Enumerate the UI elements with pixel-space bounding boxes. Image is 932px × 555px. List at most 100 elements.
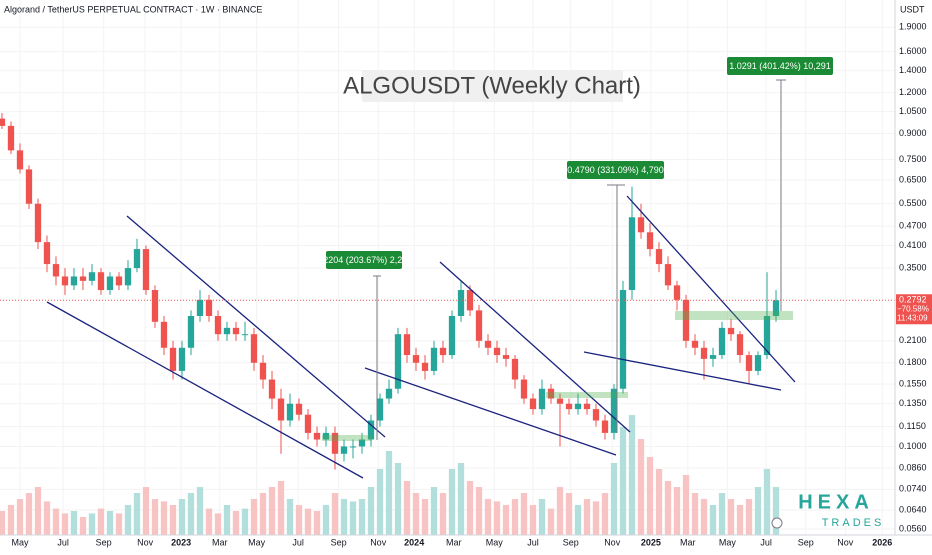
candle-body xyxy=(88,272,96,281)
y-tick-label: 0.7500 xyxy=(899,154,927,164)
candle-body xyxy=(34,203,42,243)
volume-bar xyxy=(484,499,492,535)
chart-title: ALGOUSDT (Weekly Chart) xyxy=(343,72,641,99)
label-box xyxy=(567,161,664,179)
candle-body xyxy=(646,232,654,250)
volume-bar xyxy=(7,505,15,535)
icon[interactable] xyxy=(771,517,783,529)
volume-bar xyxy=(403,481,411,535)
candle-body xyxy=(547,388,555,399)
logo: HEXA xyxy=(798,491,874,513)
candle-body xyxy=(502,355,510,359)
volume-bar xyxy=(88,513,96,535)
candle-body xyxy=(511,358,519,380)
candle-body xyxy=(241,334,249,336)
candle-body xyxy=(592,409,600,421)
x-tick-label: 2025 xyxy=(641,537,661,547)
volume-bar xyxy=(187,493,195,535)
volume-bar xyxy=(25,493,33,535)
volume-bar xyxy=(286,499,294,535)
candle-body xyxy=(259,362,267,380)
volume-bar xyxy=(754,487,762,535)
x-tick-label: Nov xyxy=(837,537,854,547)
trendline xyxy=(439,261,631,433)
candle-body xyxy=(727,327,735,335)
symbol-header: Algorand / TetherUS PERPETUAL CONTRACT ·… xyxy=(4,4,262,14)
candle-body xyxy=(385,388,393,399)
candle-body xyxy=(358,439,366,447)
y-tick-label: 0.2100 xyxy=(899,335,927,345)
volume-bar xyxy=(205,508,213,535)
volume-bar xyxy=(304,508,312,535)
trendline xyxy=(46,301,364,479)
trendline xyxy=(364,367,617,456)
volume-bar xyxy=(16,499,24,535)
x-tick-label: Mar xyxy=(212,537,228,547)
candle-body xyxy=(682,299,690,341)
y-tick-label: 0.1350 xyxy=(899,398,927,408)
candle-body xyxy=(115,276,123,286)
candle-body xyxy=(709,355,717,359)
candle-body xyxy=(142,249,150,291)
volume-bar xyxy=(610,463,618,535)
candle-body xyxy=(538,388,546,410)
y-tick-label: 0.6500 xyxy=(899,174,927,184)
candle-body xyxy=(520,379,528,399)
volume-bar xyxy=(511,499,519,535)
x-tick-label: 2026 xyxy=(872,537,892,547)
volume-bar xyxy=(34,487,42,535)
candle-body xyxy=(268,379,276,399)
volume-bar xyxy=(574,505,582,535)
x-tick-label: Nov xyxy=(370,537,387,547)
y-tick-label: 1.0500 xyxy=(899,106,927,116)
candle-body xyxy=(493,347,501,356)
candle-body xyxy=(574,403,582,410)
volume-bar xyxy=(79,517,87,535)
title-box xyxy=(362,70,623,102)
trendline xyxy=(626,195,796,383)
volume-bar xyxy=(421,499,429,535)
volume-bar xyxy=(619,427,627,535)
price-tag-change: −70.58% xyxy=(897,304,929,313)
candle-body xyxy=(565,403,573,410)
volume-bar xyxy=(151,499,159,535)
x-tick-label: May xyxy=(486,537,504,547)
candle-body xyxy=(673,285,681,300)
y-tick-label: 1.2000 xyxy=(899,87,927,97)
candle-body xyxy=(196,299,204,316)
volume-bar xyxy=(736,505,744,535)
volume-bar xyxy=(214,513,222,535)
x-tick-label: Mar xyxy=(680,537,696,547)
candle-body xyxy=(430,347,438,371)
label-box xyxy=(326,251,402,269)
candle-body xyxy=(106,276,114,291)
candle-body xyxy=(772,300,780,316)
candle-body xyxy=(223,327,231,335)
candle-body xyxy=(232,327,240,335)
label-box xyxy=(727,57,833,75)
candle-body xyxy=(331,432,339,454)
volume-bar xyxy=(331,493,339,535)
volume-bar xyxy=(142,487,150,535)
volume-bar xyxy=(52,508,60,535)
candle-body xyxy=(412,355,420,363)
volume-bar xyxy=(727,499,735,535)
volume-bar xyxy=(601,493,609,535)
volume-bar xyxy=(106,511,114,535)
candle-body xyxy=(376,398,384,421)
x-tick-label: Nov xyxy=(604,537,621,547)
candle-body xyxy=(16,150,24,170)
y-tick-label: 1.9000 xyxy=(899,22,927,32)
y-tick-label: 0.1800 xyxy=(899,357,927,367)
volume-bar xyxy=(367,487,375,535)
candle-body xyxy=(637,217,645,233)
volume xyxy=(0,415,780,535)
volume-bar xyxy=(646,457,654,535)
volume-bar xyxy=(466,481,474,535)
candle-body xyxy=(286,403,294,421)
candle-body xyxy=(25,169,33,204)
volume-bar xyxy=(628,415,636,535)
candle-body xyxy=(583,403,591,410)
candle-body xyxy=(277,398,285,421)
x-tick-label: Jul xyxy=(57,537,69,547)
